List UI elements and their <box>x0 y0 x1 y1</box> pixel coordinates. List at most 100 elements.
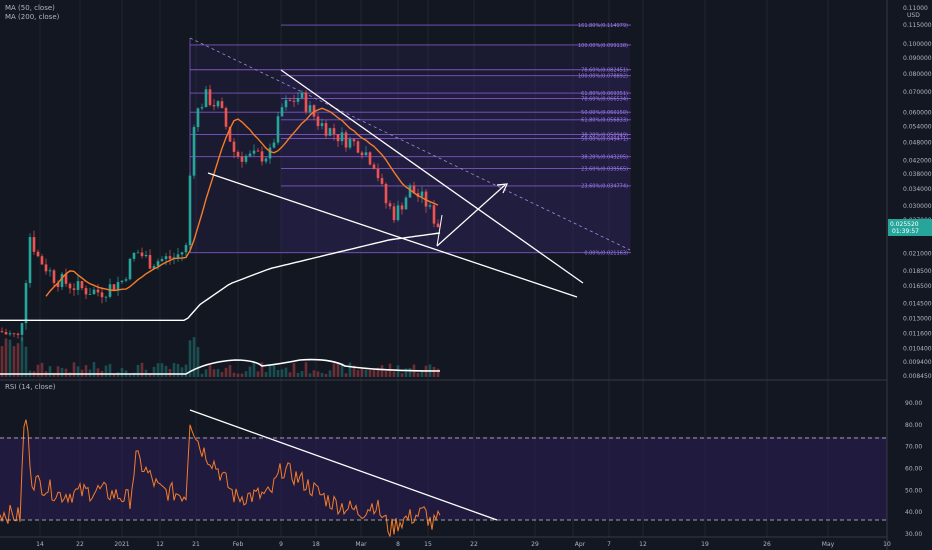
fib-level-label: 23.60%(0.034774) <box>581 184 628 190</box>
volume-bar <box>228 365 232 377</box>
volume-bar <box>160 363 164 377</box>
candle-body <box>100 292 104 298</box>
volume-bar <box>112 373 116 377</box>
volume-bar <box>204 369 208 377</box>
price-tick-label: 0.016500 <box>903 283 932 290</box>
candle-body <box>128 258 132 280</box>
fib-zone <box>190 45 630 253</box>
volume-bar <box>16 343 20 377</box>
candle-body <box>216 101 220 107</box>
candle-body <box>68 283 72 289</box>
volume-bar <box>12 346 16 377</box>
candle-body <box>420 191 424 197</box>
volume-bar <box>384 370 388 377</box>
candle-body <box>56 283 60 288</box>
volume-bar <box>300 371 304 377</box>
volume-bar <box>336 362 340 377</box>
price-tick-label: 0.042000 <box>903 157 932 164</box>
projection-arrow-tail[interactable] <box>436 214 443 247</box>
ma50-legend[interactable]: MA (50, close) <box>5 4 55 12</box>
volume-bar <box>436 368 440 377</box>
candle-body <box>80 281 84 289</box>
candle-body <box>280 107 284 117</box>
volume-bar <box>308 373 312 377</box>
volume-bar <box>120 368 124 377</box>
volume-bar <box>212 369 216 377</box>
fib-level-label: 0.00%(0.021163) <box>584 250 628 256</box>
rsi-tick-label: 40.00 <box>905 509 922 516</box>
volume-bar <box>360 367 364 377</box>
candle-body <box>396 205 400 221</box>
candle-body <box>144 255 148 257</box>
volume-bar <box>296 372 300 377</box>
time-tick-label: 14 <box>36 541 44 548</box>
volume-bar <box>216 368 220 377</box>
rsi-tick-label: 80.00 <box>905 422 922 429</box>
volume-bar <box>176 364 180 377</box>
fib-level-label: 100.00%(0.078892) <box>578 73 628 79</box>
candle-body <box>388 203 392 207</box>
candle-body <box>368 152 372 165</box>
wedge-upper-trendline[interactable] <box>280 69 584 284</box>
candle-body <box>120 280 124 283</box>
rsi-legend[interactable]: RSI (14, close) <box>5 383 56 391</box>
candle-body <box>168 256 172 259</box>
candle-body <box>360 152 364 156</box>
candle-body <box>156 261 160 267</box>
price-tick-label: 0.080000 <box>903 71 932 78</box>
volume-bar <box>276 369 280 377</box>
candle-body <box>152 266 156 269</box>
candle-body <box>296 97 300 102</box>
time-axis[interactable]: 14 22 2021 12 21 Feb 9 18 Mar 8 15 22 29 Apr 7 12 19 26 Ma… <box>36 541 891 548</box>
candle-body <box>52 270 56 284</box>
candle-body <box>76 281 80 290</box>
trendline-drawings[interactable] <box>207 69 584 298</box>
candle-body <box>288 100 292 101</box>
volume-bar <box>368 370 372 377</box>
rsi-tick-label: 60.00 <box>905 466 922 473</box>
rsi-trendline[interactable] <box>189 409 498 521</box>
time-tick-label: 21 <box>192 541 200 548</box>
volume-bar <box>288 372 292 377</box>
candle-body <box>36 251 40 257</box>
wedge-lower-trendline[interactable] <box>207 172 578 298</box>
volume-bar <box>280 369 284 377</box>
candle-body <box>372 164 376 169</box>
candle-body <box>324 123 328 136</box>
volume-bar <box>52 372 56 377</box>
volume-bar <box>364 369 368 377</box>
projection-arrow[interactable] <box>436 184 506 247</box>
candle-body <box>428 205 432 207</box>
volume-bar <box>148 373 152 377</box>
rsi-tick-label: 90.00 <box>905 400 922 407</box>
time-tick-label: 15 <box>424 541 432 548</box>
fib-level-label: 38.20%(0.050949) <box>581 132 628 138</box>
candle-body <box>136 252 140 254</box>
volume-bar <box>200 373 204 377</box>
candle-body <box>408 185 412 198</box>
volume-bar <box>260 362 264 377</box>
volume-bar <box>292 362 296 377</box>
volume-bar <box>196 346 200 377</box>
rsi-axis[interactable]: 90.00 80.00 70.00 60.00 50.00 40.00 30.00 <box>905 400 922 538</box>
rsi-trendline-line[interactable] <box>189 409 498 521</box>
volume-bar <box>268 365 272 377</box>
volume-bar <box>60 368 64 377</box>
price-tick-label: 0.010400 <box>903 345 932 352</box>
volume-bar <box>108 364 112 377</box>
time-tick-label: May <box>822 541 835 548</box>
time-tick-label: 29 <box>531 541 539 548</box>
candle-body <box>24 283 28 324</box>
volume-bar <box>92 362 96 377</box>
candlestick-series <box>0 84 440 342</box>
candle-body <box>188 175 192 246</box>
candle-body <box>92 289 96 295</box>
fib-zone <box>281 75 631 253</box>
volume-bar <box>192 337 196 377</box>
volume-bar <box>356 370 360 377</box>
candle-body <box>96 289 100 293</box>
projection-arrow-head[interactable] <box>496 183 508 194</box>
ma200-legend[interactable]: MA (200, close) <box>5 13 60 21</box>
volume-bar <box>372 369 376 377</box>
